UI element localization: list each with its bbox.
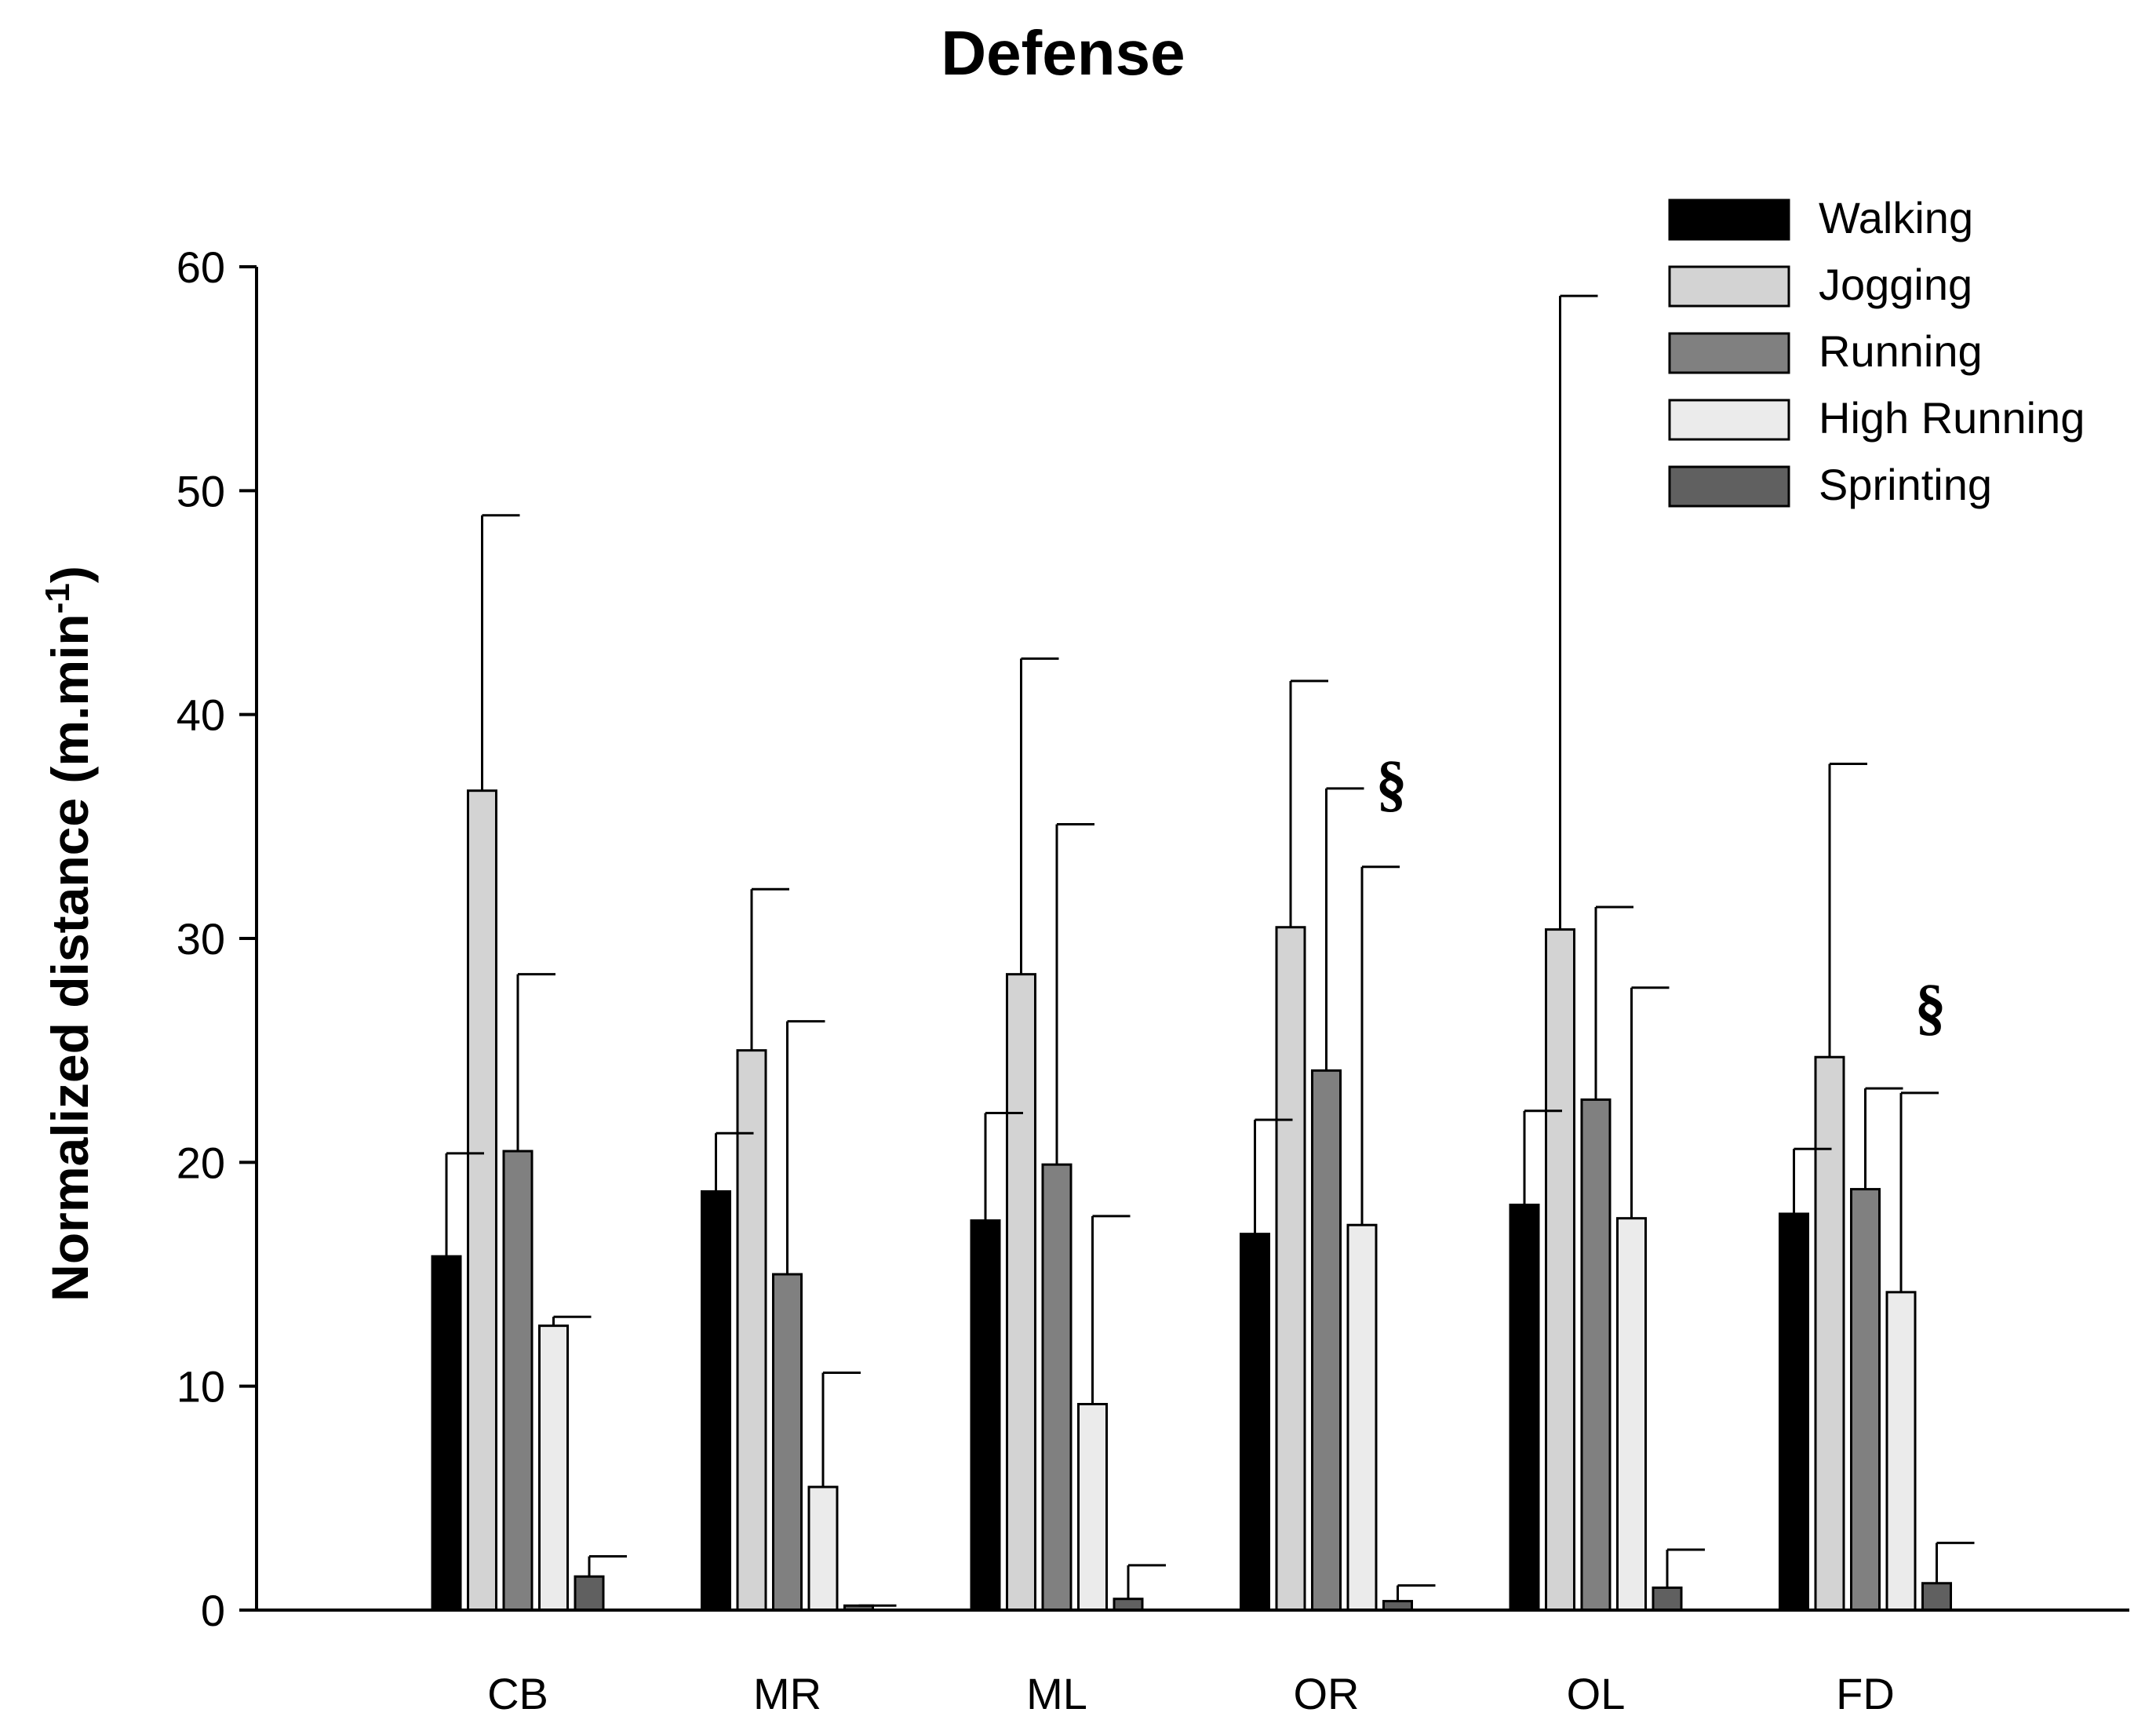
y-axis-title: Normalized distance (m.min-1): [38, 566, 100, 1302]
bar-ml-running: [1041, 1163, 1073, 1612]
chart-title: Defense: [941, 18, 1185, 88]
y-tick-label: 0: [201, 1586, 225, 1635]
bar-ml-jogging: [1006, 973, 1036, 1612]
x-tick-label-cb: CB: [487, 1669, 548, 1718]
bar-cb-sprinting: [574, 1575, 605, 1612]
y-tick-label: 60: [177, 242, 225, 292]
x-tick-label-or: OR: [1294, 1669, 1360, 1718]
bar-or-jogging: [1275, 926, 1306, 1612]
bar-fd-high-running: [1885, 1291, 1917, 1612]
y-tick-label: 20: [177, 1138, 225, 1187]
x-tick-label-mr: MR: [753, 1669, 821, 1718]
legend-label-walking: Walking: [1819, 193, 1973, 242]
bar-fd-jogging: [1814, 1055, 1845, 1612]
y-tick-label: 30: [177, 914, 225, 964]
legend-swatch-running: [1668, 332, 1790, 374]
bar-ml-walking: [970, 1219, 1001, 1612]
significance-mark: §: [1376, 749, 1408, 818]
bar-fd-running: [1850, 1188, 1881, 1612]
y-tick-label: 40: [177, 690, 225, 740]
x-tick-label-fd: FD: [1836, 1669, 1895, 1718]
bar-or-high-running: [1346, 1223, 1378, 1612]
x-tick-label-ml: ML: [1026, 1669, 1087, 1718]
bar-mr-walking: [701, 1190, 731, 1612]
bar-ol-high-running: [1616, 1217, 1647, 1612]
legend-label-jogging: Jogging: [1819, 260, 1972, 309]
bar-cb-high-running: [538, 1324, 569, 1612]
bar-or-walking: [1240, 1233, 1270, 1612]
error-bars-layer: [445, 294, 1975, 1607]
bar-ml-sprinting: [1113, 1598, 1144, 1612]
significance-mark: §: [1915, 973, 1947, 1042]
bar-mr-running: [772, 1273, 803, 1612]
y-axis-ticks: 0 10 20 30 40 50 60: [177, 242, 257, 1635]
annotations-layer: §§: [1376, 749, 1947, 1042]
bar-ol-jogging: [1545, 928, 1575, 1612]
y-tick-label: 10: [177, 1362, 225, 1412]
legend-swatch-walking: [1668, 199, 1790, 241]
x-tick-label-ol: OL: [1567, 1669, 1626, 1718]
x-axis-labels: CB MR ML OR OL FD: [487, 1669, 1895, 1718]
y-tick-label: 50: [177, 466, 225, 516]
bar-cb-running: [502, 1150, 534, 1612]
legend-label-sprinting: Sprinting: [1819, 460, 1992, 509]
bar-or-running: [1311, 1069, 1342, 1612]
legend-swatch-sprinting: [1668, 465, 1790, 508]
bar-fd-walking: [1779, 1212, 1809, 1612]
bar-cb-jogging: [467, 789, 497, 1612]
bars-layer: [431, 789, 1952, 1612]
bar-ml-high-running: [1077, 1402, 1108, 1612]
legend-label-running: Running: [1819, 326, 1983, 376]
legend-label-high-running: High Running: [1819, 393, 2085, 443]
bar-mr-high-running: [807, 1485, 839, 1612]
legend: Walking Jogging Running High Running Sprinti…: [1668, 193, 2085, 509]
bar-cb-walking: [431, 1255, 462, 1612]
bar-fd-sprinting: [1921, 1582, 1952, 1612]
bar-ol-sprinting: [1652, 1586, 1683, 1612]
legend-swatch-high-running: [1668, 399, 1790, 441]
bar-ol-running: [1580, 1098, 1612, 1612]
legend-swatch-jogging: [1668, 265, 1790, 308]
bar-ol-walking: [1509, 1204, 1540, 1612]
